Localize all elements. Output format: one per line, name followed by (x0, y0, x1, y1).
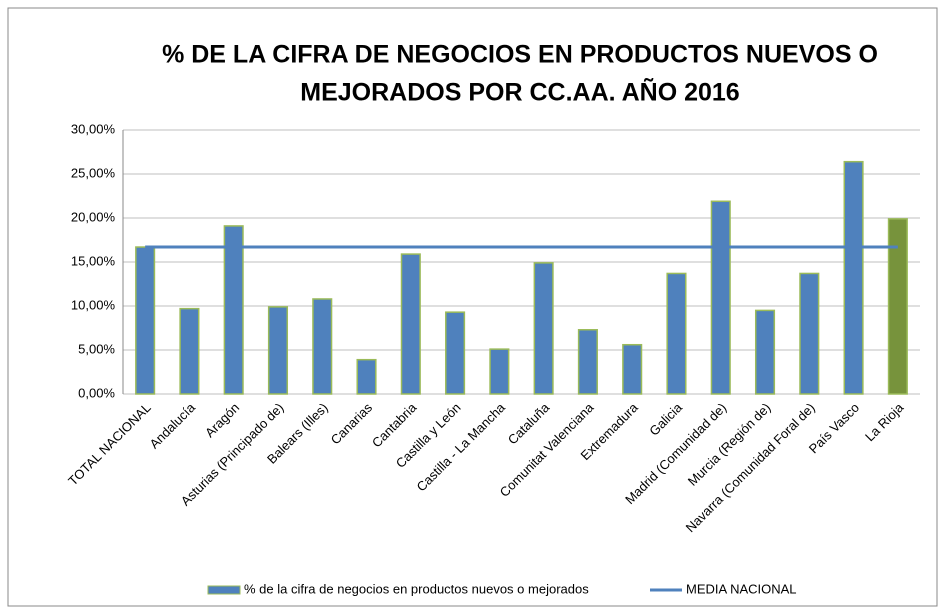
chart-border (7, 7, 938, 607)
bar (223, 225, 244, 395)
y-tick-label: 20,00% (71, 209, 116, 224)
bar (179, 307, 200, 395)
y-tick-label: 15,00% (71, 253, 116, 268)
bar (577, 329, 598, 395)
y-tick-label: 30,00% (71, 121, 116, 136)
bar (445, 311, 466, 395)
y-tick-label: 5,00% (78, 341, 115, 356)
bar (799, 272, 820, 395)
bar (622, 343, 643, 395)
y-tick-label: 0,00% (78, 385, 115, 400)
legend-label: % de la cifra de negocios en productos n… (244, 581, 589, 596)
bar (533, 262, 554, 395)
bar (400, 253, 421, 395)
legend-label: MEDIA NACIONAL (686, 581, 797, 596)
bar (666, 272, 687, 395)
bar (312, 298, 333, 395)
legend-swatch (207, 585, 241, 595)
bar (887, 218, 908, 395)
bar (710, 200, 731, 395)
bar (489, 348, 510, 395)
chart-title: MEJORADOS POR CC.AA. AÑO 2016 (300, 77, 739, 107)
y-tick-label: 25,00% (71, 165, 116, 180)
bar (843, 160, 864, 395)
bar (267, 306, 289, 395)
chart-title: % DE LA CIFRA DE NEGOCIOS EN PRODUCTOS N… (162, 41, 878, 69)
bar (356, 358, 377, 395)
bar (754, 309, 776, 395)
y-tick-label: 10,00% (71, 297, 116, 312)
bar (135, 246, 156, 395)
